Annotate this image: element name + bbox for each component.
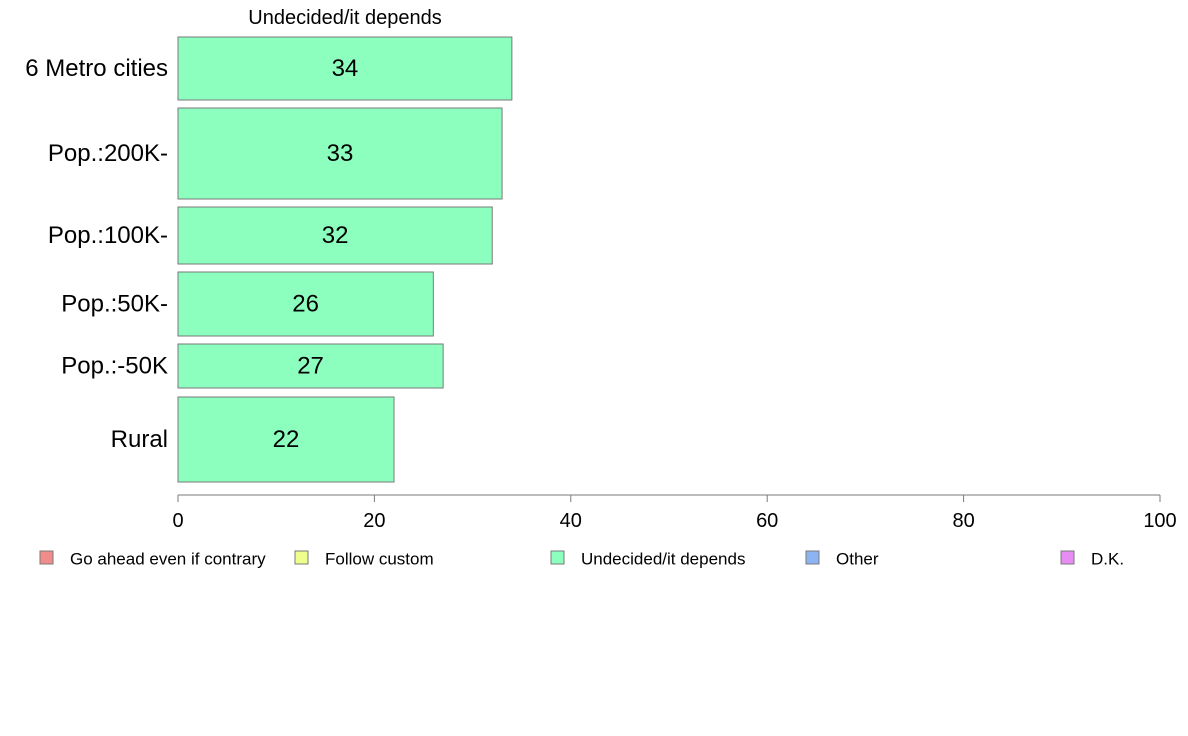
bar xyxy=(177,36,513,101)
legend-swatch xyxy=(805,550,820,565)
legend-label: Follow custom xyxy=(325,550,434,569)
bar xyxy=(177,396,395,483)
legend-label: Undecided/it depends xyxy=(581,550,745,569)
category-label: Pop.:50K- xyxy=(61,291,168,318)
legend-label: Other xyxy=(836,550,879,569)
x-tick-label: 60 xyxy=(756,510,778,532)
legend-swatch xyxy=(550,550,565,565)
data-label: 27 xyxy=(297,353,324,380)
x-tick-label: 20 xyxy=(363,510,385,532)
bar xyxy=(177,206,493,265)
bars-layer: 6 Metro cities 34 Pop.:200K- 33 Pop.:100K- 32… xyxy=(25,36,513,483)
data-label: 32 xyxy=(322,222,349,249)
data-label: 22 xyxy=(273,426,300,453)
chart-title: Undecided/it depends xyxy=(248,7,441,29)
bar xyxy=(177,271,434,337)
category-label: Pop.:200K- xyxy=(48,140,168,167)
data-label: 33 xyxy=(327,140,354,167)
data-label: 34 xyxy=(332,55,359,82)
legend-swatch xyxy=(1060,550,1075,565)
legend-swatch xyxy=(294,550,309,565)
legend-swatch xyxy=(39,550,54,565)
legend-label: D.K. xyxy=(1091,550,1124,569)
x-tick-label: 80 xyxy=(952,510,974,532)
legend-label: Go ahead even if contrary xyxy=(70,550,266,569)
x-axis: 0 20 40 60 80 100 xyxy=(172,494,1177,532)
category-label: Pop.:100K- xyxy=(48,222,168,249)
bar xyxy=(177,107,503,200)
category-label: Rural xyxy=(111,426,168,453)
category-label: 6 Metro cities xyxy=(25,55,168,82)
x-tick-label: 100 xyxy=(1143,510,1176,532)
bar xyxy=(177,343,444,389)
x-tick-label: 0 xyxy=(172,510,183,532)
legend: Go ahead even if contrary Follow custom Un… xyxy=(39,550,1124,569)
category-label: Pop.:-50K xyxy=(61,353,168,380)
x-tick-label: 40 xyxy=(560,510,582,532)
data-label: 26 xyxy=(292,291,319,318)
